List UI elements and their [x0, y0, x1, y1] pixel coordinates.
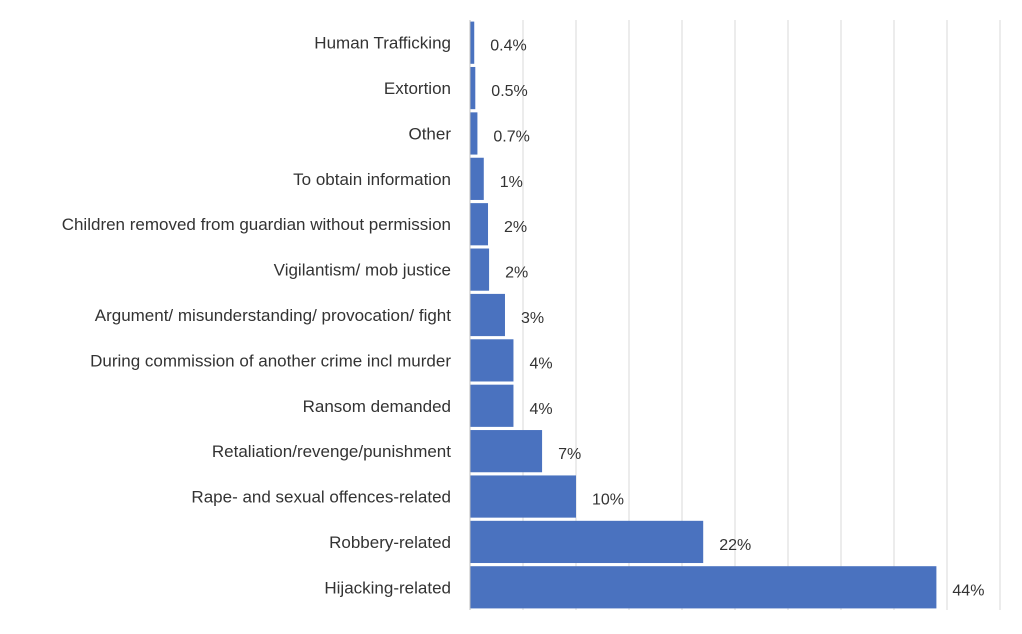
bar — [470, 475, 576, 518]
category-label: Rape- and sexual offences-related — [191, 488, 451, 507]
bar — [470, 566, 937, 609]
bar — [470, 203, 489, 246]
bar — [470, 66, 476, 110]
gridlines — [522, 20, 1001, 610]
bar — [470, 384, 514, 427]
data-label: 0.4% — [490, 38, 526, 55]
category-label: Extortion — [384, 79, 451, 98]
category-label: Retaliation/revenge/punishment — [212, 442, 451, 461]
data-label: 7% — [558, 446, 581, 463]
data-label: 0.7% — [493, 128, 529, 145]
bar — [470, 157, 484, 200]
category-label: Human Trafficking — [314, 34, 451, 53]
bar — [470, 430, 543, 473]
data-label: 0.5% — [491, 83, 527, 100]
data-label: 1% — [500, 174, 523, 191]
category-label: Ransom demanded — [303, 397, 451, 416]
category-label: Vigilantism/ mob justice — [274, 261, 451, 280]
category-label: During commission of another crime incl … — [90, 351, 451, 370]
data-label: 22% — [719, 537, 751, 554]
bar — [470, 112, 478, 155]
bar — [470, 248, 490, 291]
bar — [470, 520, 704, 564]
category-label: Children removed from guardian without p… — [62, 215, 451, 234]
category-label: Hijacking-related — [324, 578, 451, 597]
data-label: 44% — [952, 582, 984, 599]
data-label: 3% — [521, 310, 544, 327]
data-label: 2% — [504, 219, 527, 236]
data-labels: 0.4% 0.5% 0.7% 1% 2% 2% 3% 4% 4% 7% 10% 22% 44% — [490, 38, 984, 600]
data-label: 4% — [529, 401, 552, 418]
category-label: To obtain information — [293, 170, 451, 189]
category-label: Other — [408, 124, 451, 143]
data-label: 10% — [592, 492, 624, 509]
bars — [470, 21, 937, 609]
category-labels: Human Trafficking Extortion Other To obtain… — [62, 34, 452, 598]
bar — [470, 339, 514, 382]
data-label: 2% — [505, 265, 528, 282]
category-label: Robbery-related — [329, 533, 451, 552]
data-label: 4% — [529, 355, 552, 372]
category-label: Argument/ misunderstanding/ provocation/… — [95, 306, 452, 325]
bar — [470, 21, 475, 64]
bar — [470, 293, 505, 337]
